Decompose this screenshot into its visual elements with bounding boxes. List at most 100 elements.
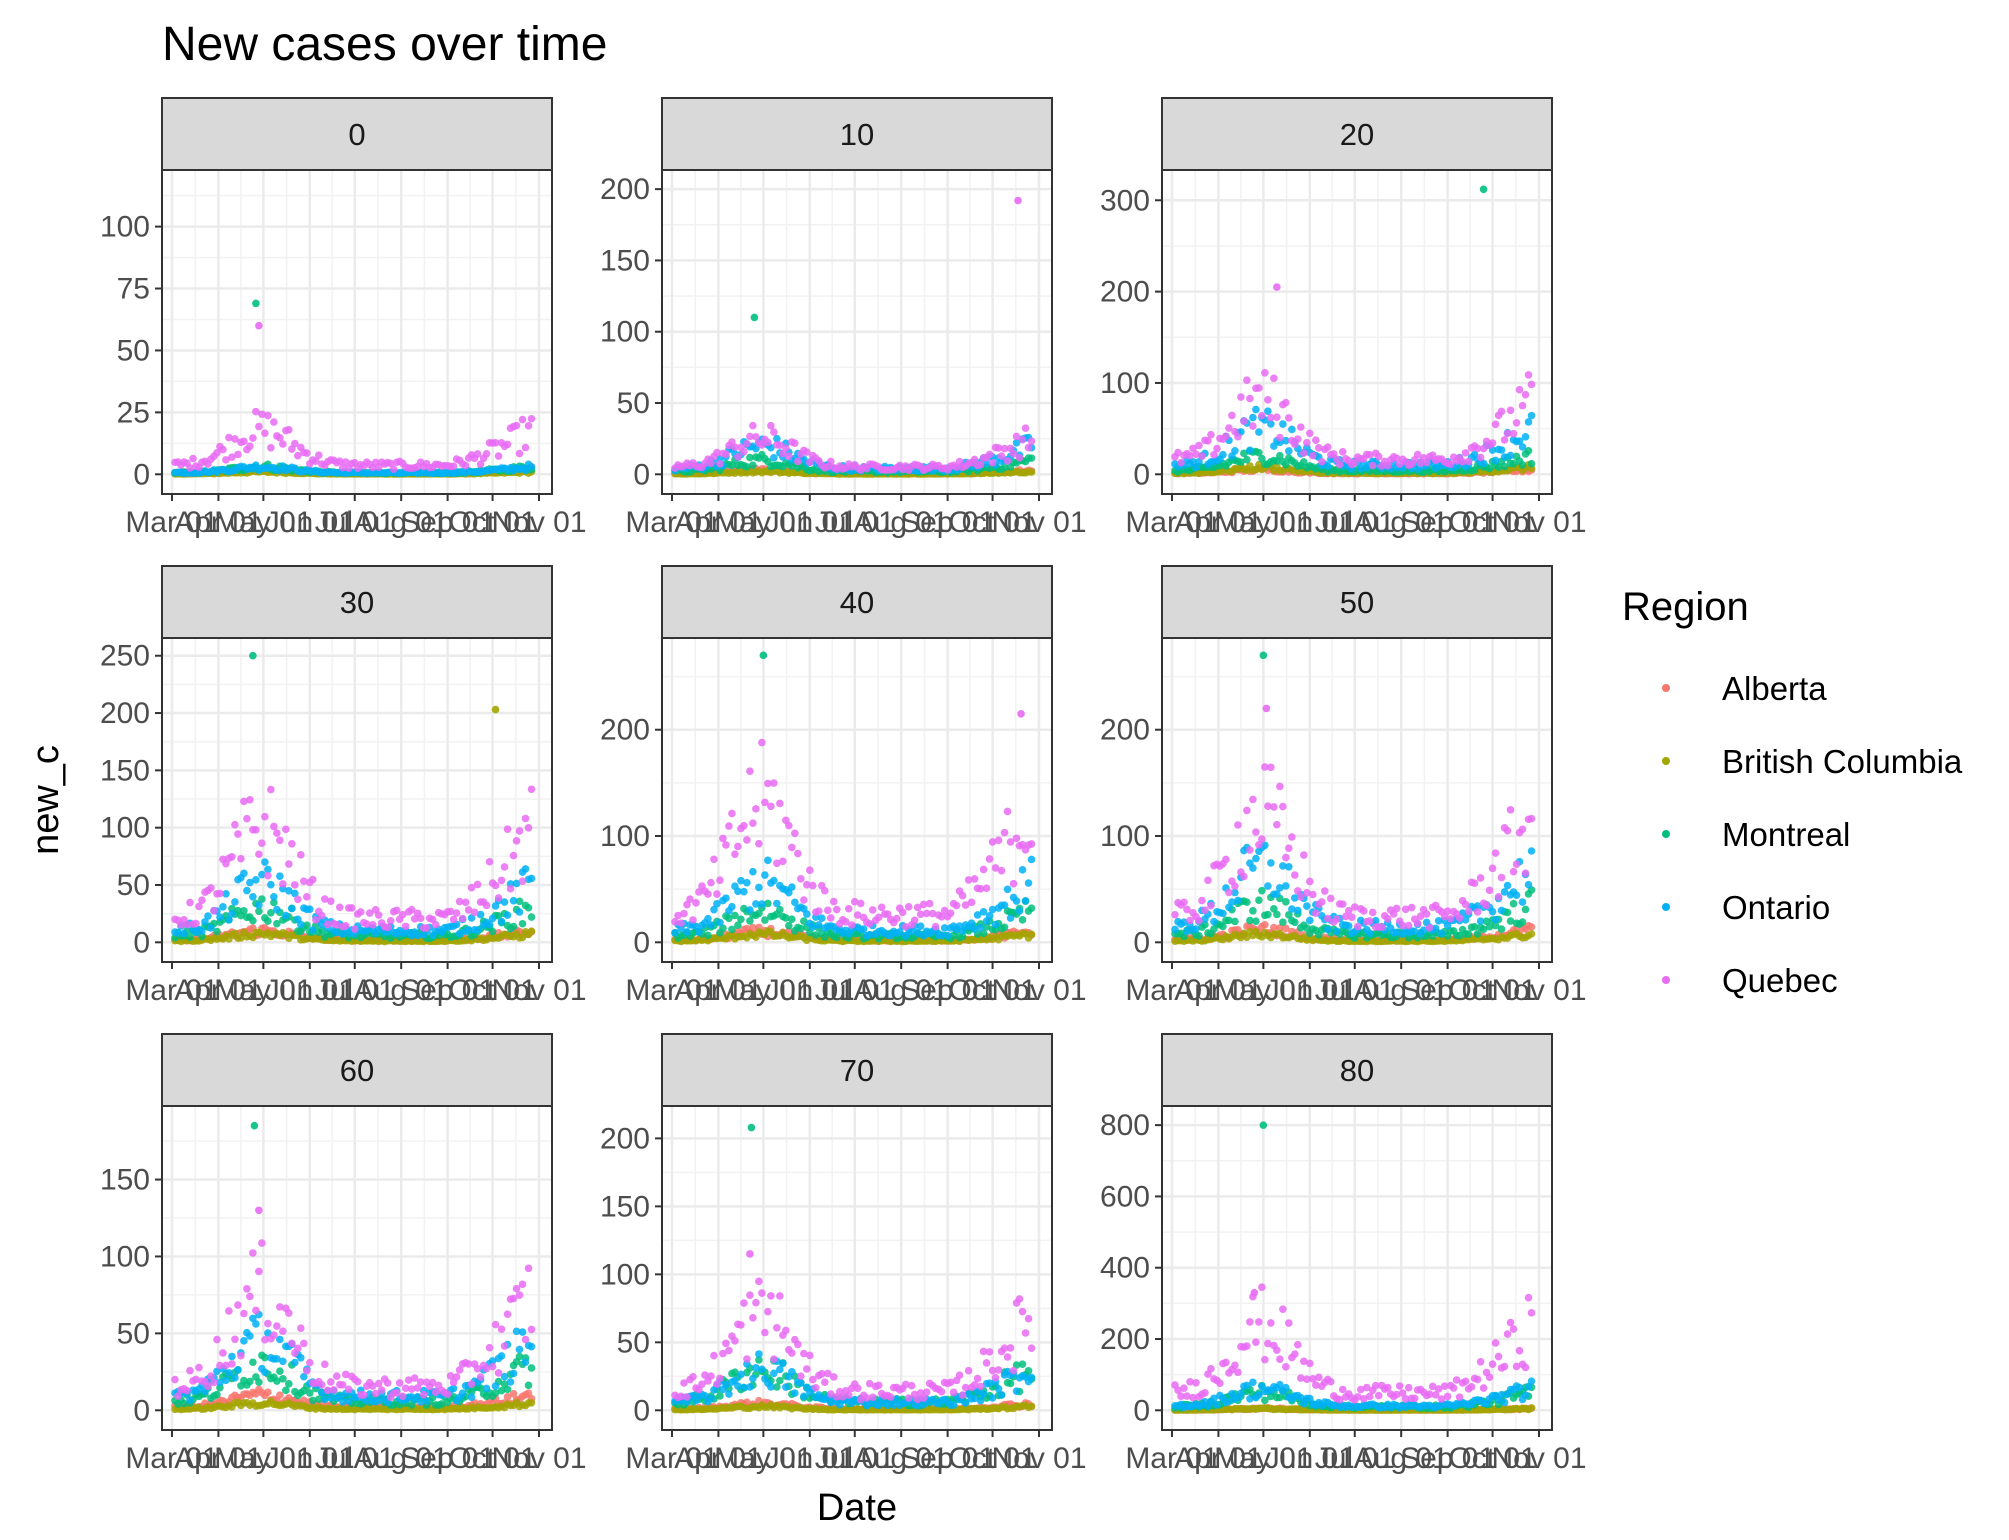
data-point [770, 428, 778, 436]
data-point [518, 1328, 527, 1336]
data-point [476, 460, 485, 468]
data-point [207, 884, 215, 892]
data-point [1021, 897, 1030, 905]
y-tick-label: 0 [1133, 458, 1150, 491]
data-point [1353, 922, 1362, 931]
data-point [788, 843, 796, 852]
data-point [1338, 448, 1347, 456]
data-point [967, 898, 976, 907]
data-point [186, 1396, 194, 1404]
data-point [1491, 849, 1500, 857]
data-point [1404, 921, 1413, 930]
data-point [1509, 899, 1518, 908]
data-point [826, 914, 835, 922]
y-tick-label: 200 [1100, 714, 1150, 747]
data-point [785, 452, 793, 461]
data-point [1497, 407, 1506, 416]
data-point [500, 1342, 509, 1350]
data-point [228, 1352, 236, 1361]
data-point [503, 1310, 512, 1319]
data-point [171, 1375, 179, 1384]
data-point [1243, 806, 1251, 815]
data-point [1485, 886, 1494, 895]
data-point [294, 1344, 302, 1353]
data-point [752, 805, 760, 813]
data-point [315, 451, 323, 459]
y-tick-label: 150 [100, 1164, 150, 1197]
data-point [1506, 406, 1515, 415]
data-point [294, 895, 302, 904]
data-point [270, 893, 278, 901]
data-point [710, 855, 718, 864]
y-tick-label: 0 [133, 926, 150, 959]
data-point [752, 444, 760, 453]
data-point [276, 872, 284, 880]
data-point [1207, 901, 1215, 910]
data-point-peak [1014, 196, 1022, 205]
data-point [291, 1358, 299, 1367]
data-point [312, 457, 320, 466]
data-point [279, 1327, 287, 1335]
data-point [306, 905, 314, 913]
data-point [1497, 925, 1506, 933]
data-point [213, 1335, 221, 1344]
data-point [746, 906, 754, 914]
data-point [859, 925, 868, 933]
data-point [509, 1369, 518, 1378]
data-point [1317, 457, 1326, 466]
y-tick-label: 75 [117, 273, 150, 306]
data-point [297, 1354, 305, 1362]
data-point [261, 1368, 269, 1377]
data-point [1027, 855, 1036, 864]
data-point [1365, 917, 1374, 925]
data-point [1000, 463, 1009, 472]
data-point [764, 856, 772, 865]
data-point [1279, 802, 1287, 811]
data-point [1276, 782, 1284, 791]
data-point [497, 1352, 506, 1360]
data-point [329, 1386, 338, 1394]
data-point [264, 871, 272, 880]
data-point [728, 902, 736, 911]
data-point [1527, 847, 1536, 855]
data-point [1024, 443, 1033, 452]
data-point [1377, 923, 1386, 931]
y-tick-label: 200 [600, 714, 650, 747]
y-tick-label: 50 [617, 387, 650, 420]
data-point [1461, 900, 1470, 909]
data-point [482, 901, 491, 910]
data-point [240, 1309, 248, 1318]
facet-strip-label: 20 [1340, 117, 1374, 152]
data-point [183, 1386, 191, 1395]
data-point [952, 901, 961, 910]
data-point [1222, 432, 1230, 441]
x-tick-label: Jul 01 [815, 506, 895, 539]
data-point [431, 920, 440, 929]
data-point [910, 916, 919, 925]
data-point [297, 920, 305, 929]
data-point [820, 886, 829, 895]
data-point [1476, 917, 1485, 925]
x-tick-label: Nov 01 [491, 1442, 586, 1475]
data-point-peak [750, 313, 759, 322]
data-point [1521, 433, 1530, 441]
data-point [976, 460, 985, 469]
data-point [276, 1391, 284, 1399]
data-point [1021, 424, 1030, 433]
y-tick-label: 100 [600, 820, 650, 853]
data-point [752, 432, 760, 441]
data-point [791, 829, 799, 838]
data-point [722, 450, 730, 458]
data-point [1171, 910, 1179, 919]
data-point [740, 887, 748, 896]
data-point [1518, 461, 1527, 469]
x-tick-label: Sep 01 [900, 506, 995, 539]
data-point [1000, 828, 1009, 837]
data-point [997, 866, 1006, 875]
data-point [252, 876, 260, 884]
data-point [1000, 444, 1009, 453]
data-point [219, 1349, 227, 1357]
data-point [1509, 429, 1518, 438]
data-point [1527, 814, 1536, 823]
